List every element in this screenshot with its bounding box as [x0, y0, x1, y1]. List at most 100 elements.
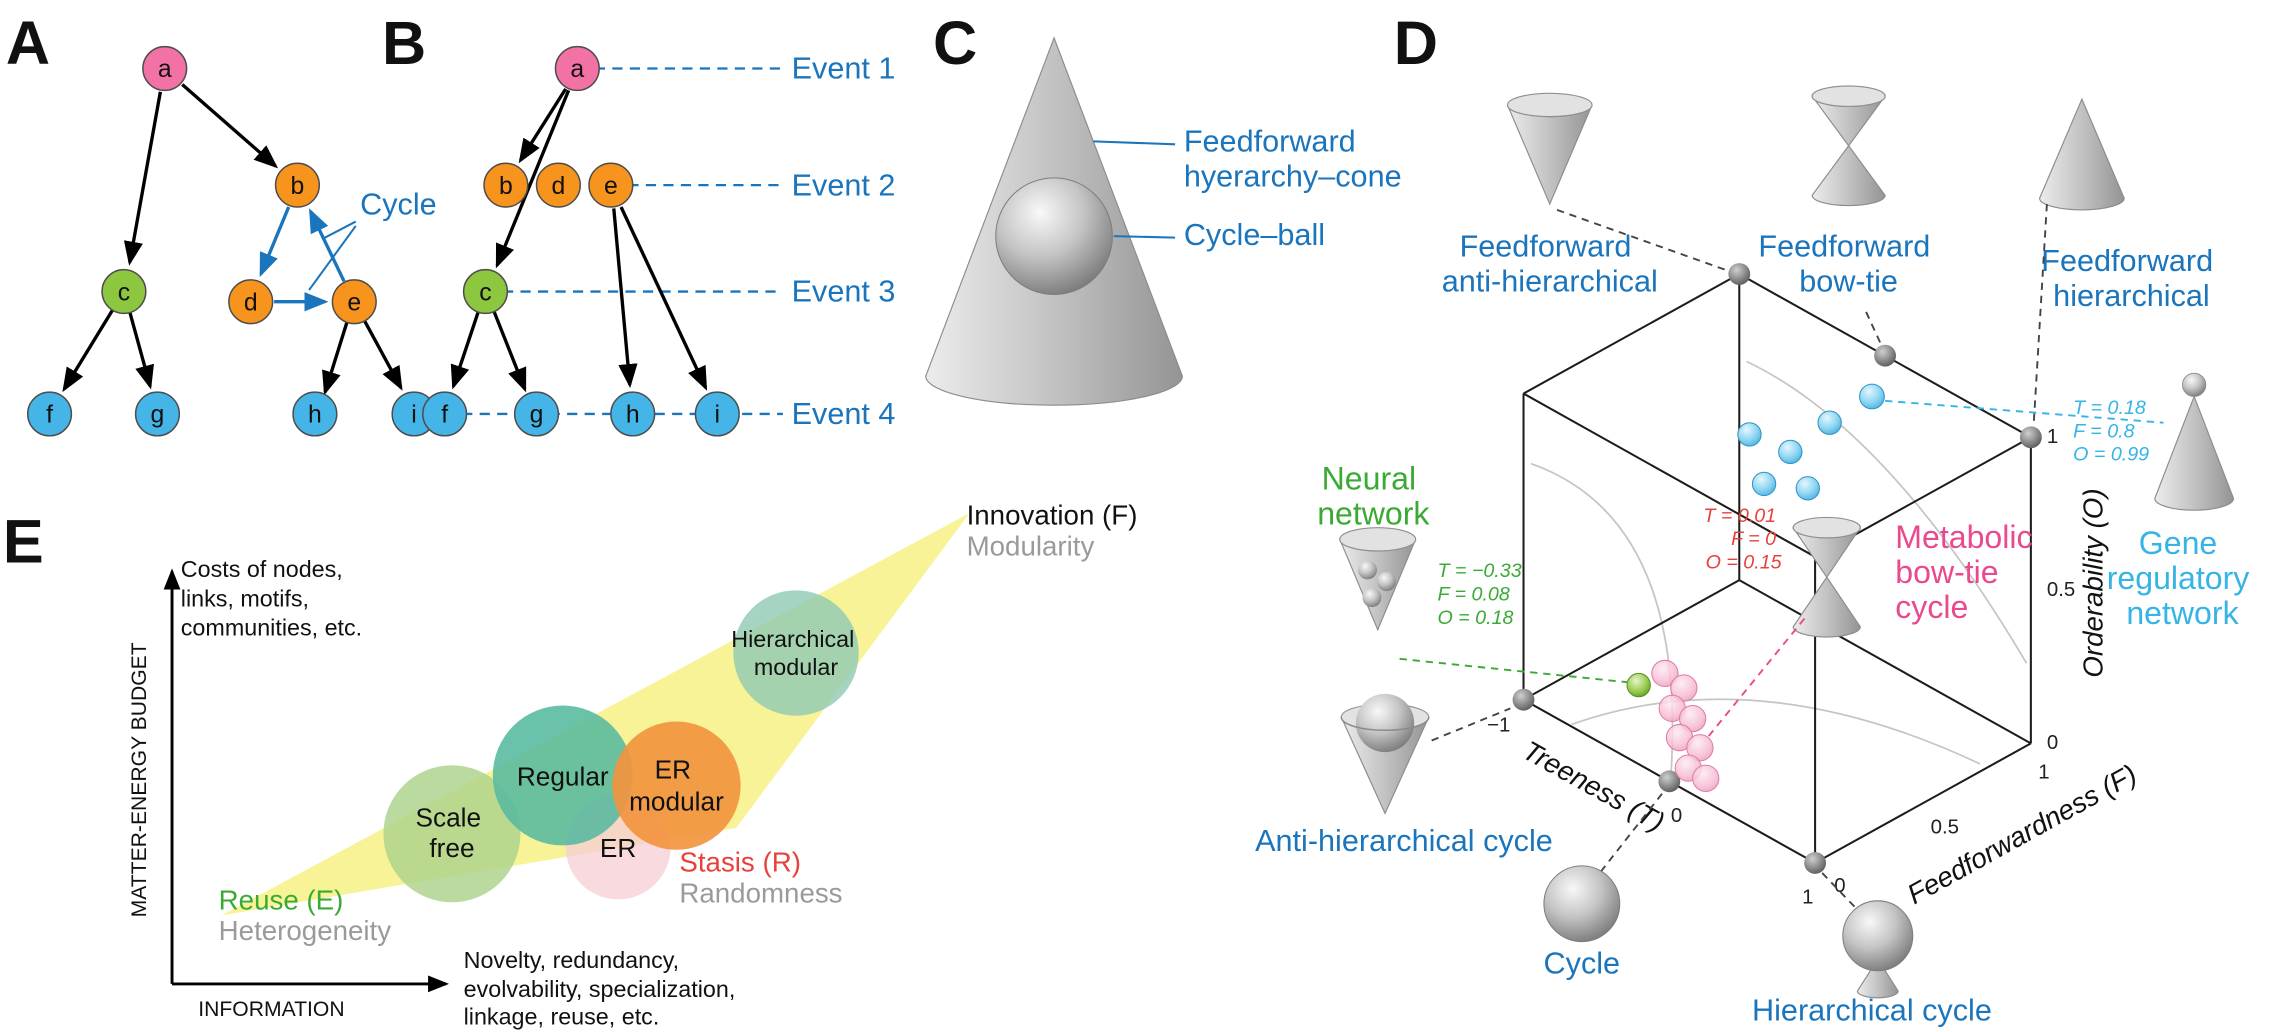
small-ball [1376, 572, 1396, 592]
node-b: b [274, 162, 321, 208]
bowtie-opening [1811, 85, 1886, 107]
ball-pointer-line [1113, 235, 1176, 239]
corner-cycle [1658, 770, 1681, 793]
stasis-label: Stasis (R) [679, 847, 801, 878]
svg-text:f: f [441, 402, 448, 429]
corner-ff-anti [1728, 263, 1751, 285]
node-c: c [462, 268, 509, 315]
cube-edge [1523, 273, 1740, 395]
cycle-label: Cycle [1544, 947, 1621, 981]
cycle-pointer-line [321, 220, 357, 240]
corner-anti-cycle [1512, 688, 1535, 711]
gene-point [1751, 471, 1777, 497]
ff-hierarchical-glyph [2039, 97, 2125, 211]
gene-glyph [2154, 372, 2235, 511]
panel-a-edges [62, 83, 403, 396]
hier-modular-region [733, 590, 859, 716]
edge-a-c [123, 91, 163, 266]
panel-d-label: D [1394, 9, 1438, 77]
node-d: d [535, 162, 581, 208]
gene-point [1817, 410, 1842, 435]
face-gridline [1746, 360, 2028, 664]
edge-c-f [450, 311, 480, 390]
node-a: a [142, 45, 188, 92]
svg-text:e: e [347, 289, 361, 316]
ball-label: Cycle–ball [1184, 218, 1325, 252]
svg-text:h: h [308, 402, 322, 429]
regular-label: Regular [517, 762, 609, 792]
panel-b-edges [450, 88, 708, 393]
neural-values: T = −0.33 F = 0.08 O = 0.18 [1437, 560, 1527, 629]
panel-c-label: C [933, 9, 977, 77]
t-tick--1: −1 [1487, 715, 1510, 737]
corner-markers [1512, 263, 2042, 874]
cone-front-rim [1340, 717, 1430, 731]
node-f: f [26, 391, 73, 437]
innovation-sub-label: Modularity [967, 530, 1095, 561]
gene-regulatory-points [1737, 383, 1885, 501]
cube-edge [1523, 392, 1816, 558]
metabolic-bowtie-glyph [1792, 516, 1861, 638]
ball-on-cone [1842, 900, 1914, 972]
er-modular-region [612, 721, 741, 850]
node-h: h [610, 391, 656, 437]
cube-edge [1738, 579, 2032, 745]
ff-bowtie-label: Feedforward bow-tie [1758, 230, 1938, 299]
event-2-label: Event 2 [792, 168, 896, 202]
ball-in-cone [1355, 693, 1415, 753]
gene-point [1737, 422, 1762, 447]
cone-opening [1506, 92, 1593, 118]
node-g: g [134, 391, 181, 437]
edge-c-g [492, 311, 527, 393]
anti-cycle-glyph [1340, 693, 1430, 815]
cone-icon [2039, 97, 2125, 211]
cube-edge [1523, 579, 1740, 701]
bowtie-bottom [1811, 144, 1886, 207]
gene-point-highlighted [1859, 383, 1885, 410]
stasis-sub-label: Randomness [679, 877, 842, 908]
bowtie-bottom [1792, 576, 1861, 638]
edge-a-c [495, 89, 571, 269]
bowtie-connector [1865, 311, 1884, 348]
metabolic-point [1678, 704, 1707, 733]
node-i: i [694, 391, 740, 437]
panel-a: A Cycle a b c d e f g h i [6, 9, 437, 437]
regular-region [492, 705, 633, 846]
x-axis-label: INFORMATION [198, 998, 344, 1021]
edge-c-f [62, 309, 114, 393]
reuse-label: Reuse (E) [219, 885, 344, 916]
corner-ff-hier [2019, 426, 2042, 449]
node-e: e [588, 162, 634, 208]
svg-text:d: d [244, 289, 258, 316]
panel-a-nodes: a b c d e f g h i [26, 45, 437, 437]
t-tick-0: 0 [1671, 805, 1682, 827]
o-tick-1: 1 [2047, 426, 2058, 448]
node-d: d [228, 279, 274, 325]
anti-cycle-connector [1431, 707, 1511, 742]
event-3-label: Event 3 [792, 275, 896, 309]
gene-values: T = 0.18 F = 0.8 O = 0.99 [2073, 397, 2151, 466]
hier-cycle-label: Hierarchical cycle [1752, 993, 1992, 1027]
svg-text:a: a [570, 56, 584, 83]
node-h: h [292, 391, 338, 437]
metabolic-label: Metabolic bow-tie cycle [1895, 519, 2041, 625]
event-4-label: Event 4 [792, 397, 896, 431]
reuse-sub-label: Heterogeneity [219, 915, 392, 946]
node-b: b [483, 162, 529, 208]
edge-e-h [612, 208, 638, 389]
svg-text:g: g [151, 402, 165, 429]
cube-edge [1814, 742, 2032, 864]
metabolic-point [1651, 659, 1679, 688]
node-g: g [513, 391, 560, 437]
cone-label: Feedforward hyerarchy–cone [1184, 125, 1402, 194]
metabolic-points [1651, 659, 1720, 793]
svg-text:e: e [604, 173, 618, 200]
neural-point [1626, 672, 1651, 698]
event-labels: Event 1 Event 2 Event 3 Event 4 [792, 52, 896, 431]
cycle-edge-b-d [259, 206, 291, 278]
cone-pointer-line [1093, 140, 1176, 146]
cycle-ball [995, 177, 1113, 295]
svg-text:b: b [499, 173, 513, 200]
gene-connector [1885, 399, 2164, 424]
